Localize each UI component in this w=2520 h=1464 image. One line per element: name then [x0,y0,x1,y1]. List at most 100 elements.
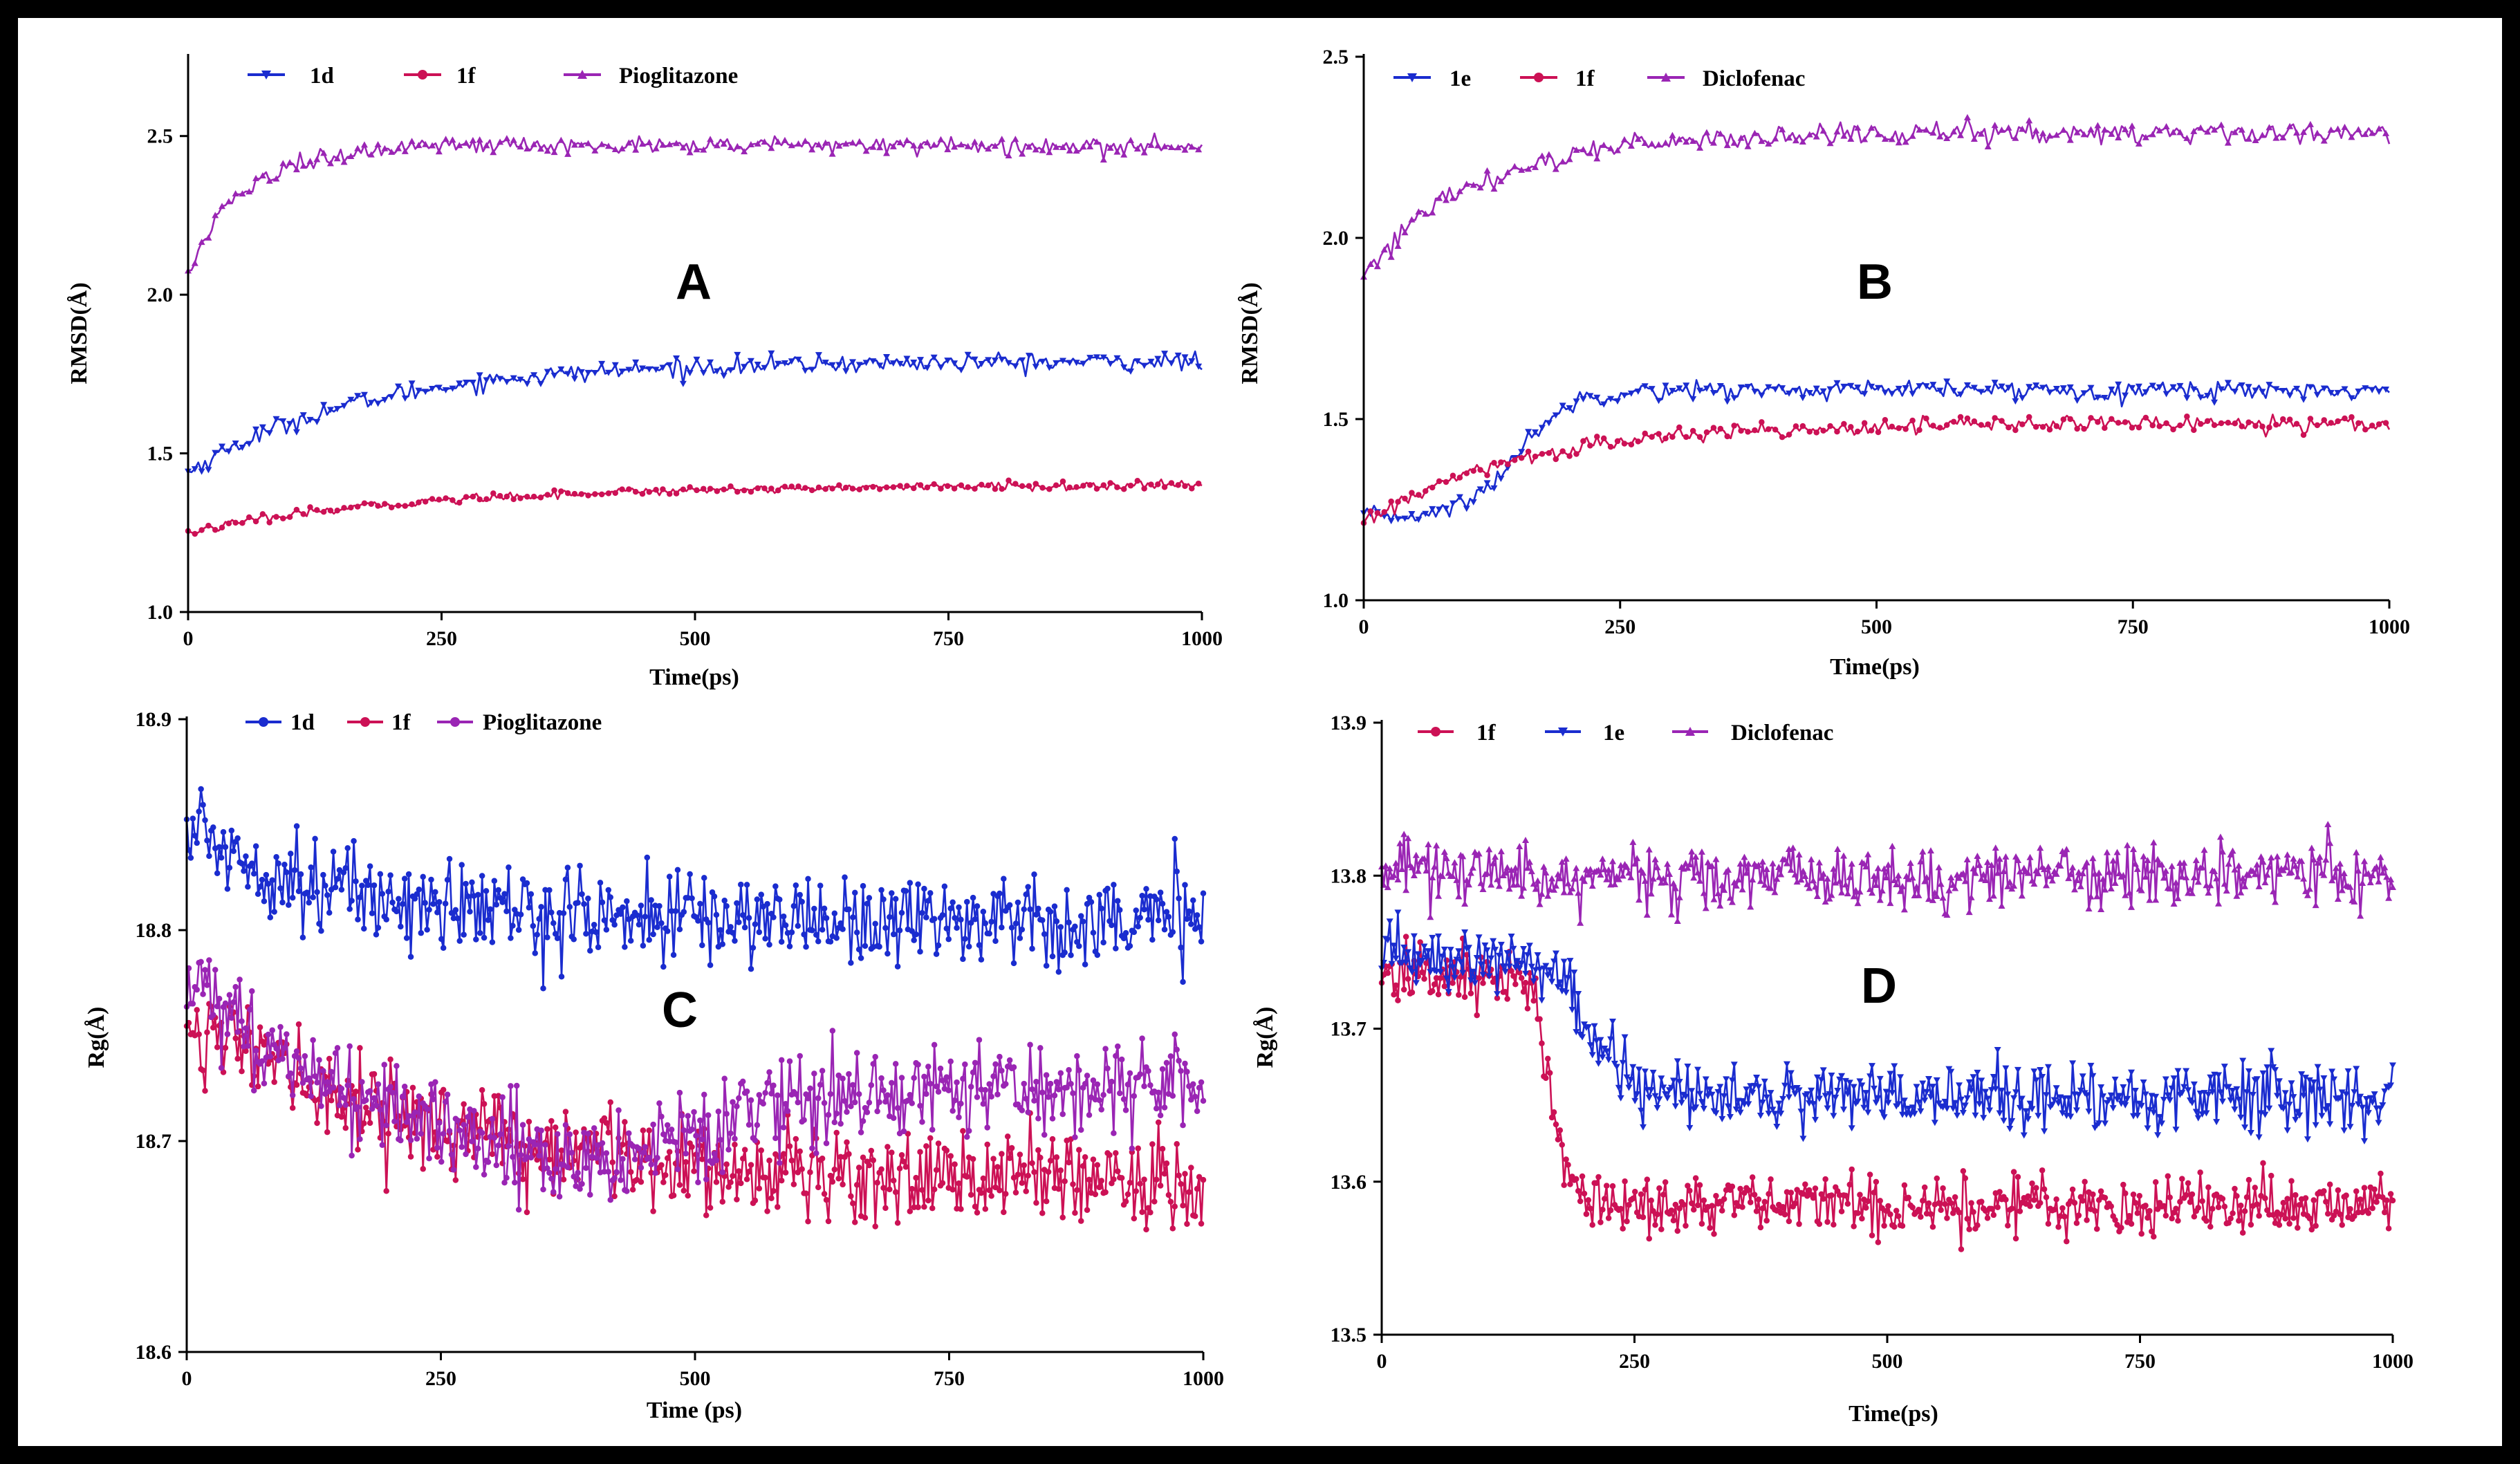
panel-c-point-pioglitazone [542,1142,548,1148]
panel-c-point-1f [670,1192,677,1198]
panel-b-point-1e [1436,506,1443,513]
panel-d-point-diclofenac [1568,885,1576,892]
panel-d-point-1f [2383,1197,2390,1204]
panel-b-point-1e [2183,395,2191,402]
panel-c-point-1d [560,910,567,916]
panel-b-point-1f [1820,427,1826,434]
panel-c-point-1f [646,1127,652,1133]
panel-a-point-pioglitazone [1106,144,1114,151]
panel-c-point-1d [1015,899,1021,906]
panel-d-point-diclofenac [1390,871,1398,878]
panel-d-point-1e [1931,1120,1938,1127]
panel-c-point-1f [1169,1225,1176,1232]
panel-c-point-1d [907,880,914,886]
panel-d-point-1f [1883,1207,1889,1214]
panel-d-point-1e [2312,1122,2319,1129]
panel-c-point-1f [342,1124,349,1131]
panel-d-point-1f [2055,1223,2062,1230]
panel-a-point-1d [896,360,904,367]
panel-c-point-1d [1033,911,1039,918]
panel-c-point-1d [898,909,905,916]
panel-d-point-1f [2385,1225,2392,1232]
panel-c-point-pioglitazone [721,1075,728,1082]
panel-d-point-1f [1698,1221,1705,1227]
panel-a-point-1d [225,448,232,455]
panel-b-point-1f [1992,415,1998,421]
panel-d-point-1f [1723,1187,1730,1194]
panel-a-point-1f [368,501,375,507]
panel-a-point-1f [701,485,707,492]
panel-d-point-1f [1409,989,1416,996]
panel-d-point-1e [1495,952,1503,959]
panel-d-point-1e [2379,1102,2387,1109]
panel-a-point-1f [470,493,476,500]
panel-d-point-1e [2192,1109,2200,1115]
panel-c-point-1f [1186,1189,1192,1196]
panel-b-point-diclofenac [1806,131,1813,138]
panel-c-point-1f [367,1120,373,1127]
panel-b-point-1f [1525,448,1532,455]
panel-c-point-1f [1198,1221,1205,1227]
panel-a-point-pioglitazone [951,143,958,150]
panel-c-point-1f [1021,1162,1028,1169]
panel-d-point-1f [1749,1174,1756,1180]
panel-c-point-pioglitazone [204,982,210,988]
panel-c-point-1d [252,843,259,849]
panel-c-point-1d [287,851,294,857]
panel-d-point-1e [1392,955,1400,962]
panel-d-legend: 1f 1e Diclofenac [1418,721,1833,745]
panel-b-point-1f [2149,422,2156,429]
panel-c-point-1f [1082,1154,1088,1160]
panel-b-point-1f [2129,425,2135,431]
panel-c-point-pioglitazone [745,1122,752,1128]
panel-b-point-diclofenac [2327,126,2335,133]
panel-c-point-1d [750,945,757,951]
panel-c-point-1d [896,927,903,934]
panel-d-point-1f [1587,1205,1594,1212]
panel-c-point-pioglitazone [1072,1134,1078,1140]
panel-d-point-1f [2173,1205,2179,1212]
panel-a-point-1f [578,491,584,497]
panel-d-point-diclofenac [1793,878,1801,885]
panel-c-point-1d [259,876,266,883]
panel-c-point-pioglitazone [426,1155,432,1162]
panel-c-point-1f [884,1144,891,1150]
panel-d-point-1e [2067,1113,2075,1120]
panel-c-point-pioglitazone [805,1095,811,1102]
panel-d-point-1e [2294,1109,2301,1115]
panel-d-point-1e [1597,1037,1604,1044]
panel-c-point-1f [1127,1180,1133,1186]
panel-d-point-diclofenac [1876,896,1884,903]
panel-d-point-1f [2128,1221,2135,1227]
panel-a-point-pioglitazone [1073,147,1080,154]
panel-c-point-pioglitazone [880,1087,887,1093]
panel-c-point-1f [364,1110,371,1116]
panel-d-point-diclofenac [1542,869,1550,876]
panel-c-point-pioglitazone [302,1053,308,1059]
panel-c-point-1d [668,908,675,914]
panel-b-point-1e [2046,389,2053,396]
panel-c-point-1f [627,1169,634,1176]
panel-d-point-diclofenac [1653,864,1661,871]
panel-c-point-1f [829,1178,836,1185]
panel-d-point-diclofenac [2168,862,2176,869]
panel-c-point-1d [318,927,324,934]
panel-d-point-1e [1730,1062,1738,1068]
panel-c-point-1f [736,1168,742,1174]
panel-c-point-1d [467,908,473,915]
panel-c-point-1d [1120,935,1127,942]
panel-d-point-1e [1418,957,1426,964]
panel-a-point-1d [252,426,260,433]
panel-d-point-diclofenac [2140,853,2147,860]
panel-c-point-1d [962,936,968,942]
panel-d-point-1f [1393,982,1399,989]
panel-d-point-diclofenac [1534,877,1541,884]
panel-c-point-pioglitazone [997,1053,1003,1060]
panel-c-point-1f [799,1166,805,1172]
panel-c-point-pioglitazone [411,1109,418,1115]
panel-d-point-diclofenac [2069,864,2077,871]
panel-a-point-1f [1026,483,1032,490]
panel-a-point-pioglitazone [584,140,592,147]
panel-c-point-1d [809,927,815,934]
panel-d-point-1e [1520,945,1528,952]
